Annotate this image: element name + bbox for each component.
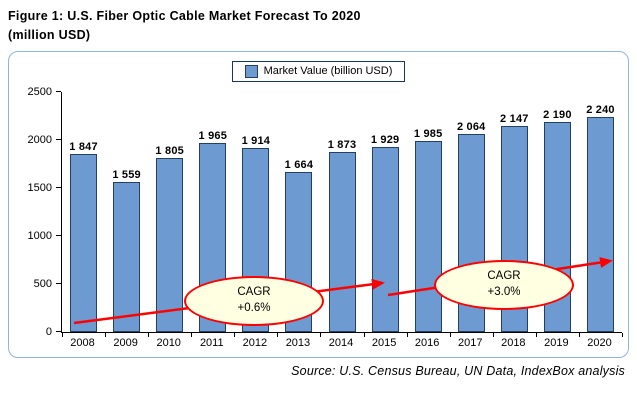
y-tick-mark	[56, 138, 61, 140]
y-tick-label: 1000	[27, 229, 52, 242]
y-tick-label: 500	[33, 277, 52, 290]
x-axis-label: 2014	[328, 336, 354, 349]
bar-column: 1 847	[62, 92, 105, 332]
bar	[371, 146, 399, 332]
x-axis-label: 2012	[242, 336, 268, 349]
y-tick-label: 0	[45, 325, 52, 338]
y-tick-mark	[56, 234, 61, 236]
x-axis-label: 2015	[371, 336, 397, 349]
bar-column: 1 559	[105, 92, 148, 332]
bar	[156, 158, 184, 332]
cagr-annotation-line1: CAGR	[237, 286, 271, 299]
bar	[328, 151, 356, 332]
x-axis-label: 2011	[199, 336, 224, 349]
bar-value-label: 2 240	[586, 103, 615, 116]
x-tick-mark	[578, 332, 580, 337]
x-axis-label: 2020	[587, 336, 612, 349]
x-tick-mark	[449, 332, 451, 337]
bar-value-label: 1 559	[112, 169, 141, 182]
y-tick-label: 2000	[27, 133, 52, 146]
chart-container: Market Value (billion USD) 0 500 1000 1500 2…	[8, 50, 629, 358]
cagr-annotation-line1: CAGR	[487, 270, 521, 283]
plot-row: 0 500 1000 1500 2000 2500 1 847 1 559 1 805 1 96…	[19, 86, 623, 338]
bar	[414, 141, 442, 332]
x-axis-label: 2010	[156, 336, 181, 349]
x-axis-label: 2019	[544, 336, 569, 349]
legend: Market Value (billion USD)	[231, 60, 406, 82]
bar-value-label: 1 664	[284, 159, 314, 172]
x-tick-mark	[492, 332, 494, 337]
y-tick-mark	[56, 282, 61, 284]
x-axis-label: 2013	[285, 336, 311, 349]
cagr-annotation-historic: CAGR +0.6%	[184, 275, 324, 326]
cagr-annotation-forecast: CAGR +3.0%	[434, 259, 574, 310]
bar-column: 1 873	[320, 92, 363, 332]
bar-column: 2 240	[579, 92, 622, 332]
x-axis-label: 2018	[501, 336, 526, 349]
legend-label: Market Value (billion USD)	[263, 65, 393, 78]
x-tick-mark	[320, 332, 322, 337]
bar-value-label: 1 873	[327, 138, 357, 151]
x-tick-mark	[535, 332, 537, 337]
y-tick-mark	[56, 90, 61, 92]
bar-value-label: 1 805	[155, 145, 184, 158]
cagr-annotation-line2: +0.6%	[237, 301, 271, 314]
figure-title-line1: Figure 1: U.S. Fiber Optic Cable Market …	[8, 9, 361, 23]
bar-value-label: 1 929	[370, 133, 400, 146]
bar-value-label: 2 147	[500, 112, 529, 125]
x-tick-mark	[363, 332, 365, 337]
figure-title-line2: (million USD)	[8, 28, 91, 43]
bar-value-label: 2 190	[543, 108, 572, 121]
y-axis: 0 500 1000 1500 2000 2500	[19, 86, 61, 338]
bar-value-label: 1 847	[69, 141, 98, 154]
x-axis-label: 2008	[70, 336, 95, 349]
x-tick-mark	[105, 332, 107, 337]
bar-column: 1 985	[407, 92, 450, 332]
x-axis-label: 2009	[113, 336, 138, 349]
cagr-annotation-line2: +3.0%	[487, 285, 521, 298]
bar-value-label: 1 965	[198, 130, 228, 143]
y-tick-mark	[56, 330, 61, 332]
bar	[70, 154, 98, 332]
y-tick-label: 1500	[27, 181, 52, 194]
x-tick-mark	[277, 332, 279, 337]
x-tick-mark	[148, 332, 150, 337]
plot-area: 1 847 1 559 1 805 1 965 1 914 1 664 1 873 1 929…	[61, 91, 623, 337]
x-axis-labels: 2008 2009 2010 2011 2012 2013 2014 2015 2016 2017…	[61, 333, 621, 349]
bar-column: 1 929	[364, 92, 407, 332]
x-tick-mark	[622, 332, 623, 337]
x-tick-mark	[406, 332, 408, 337]
bar-value-label: 2 064	[456, 120, 486, 133]
legend-swatch-icon	[244, 64, 258, 78]
x-tick-mark	[234, 332, 236, 337]
bar-value-label: 1 914	[241, 135, 271, 148]
y-tick-mark	[56, 186, 61, 188]
bar	[113, 182, 141, 332]
x-tick-mark	[62, 332, 63, 337]
x-axis-label: 2017	[458, 336, 483, 349]
y-tick-label: 2500	[27, 85, 52, 98]
source-note: Source: U.S. Census Bureau, UN Data, Ind…	[291, 363, 625, 378]
bar-value-label: 1 985	[413, 128, 443, 141]
bar	[586, 116, 614, 332]
x-tick-mark	[191, 332, 193, 337]
x-axis-label: 2016	[414, 336, 440, 349]
figure-title: Figure 1: U.S. Fiber Optic Cable Market …	[0, 0, 637, 46]
